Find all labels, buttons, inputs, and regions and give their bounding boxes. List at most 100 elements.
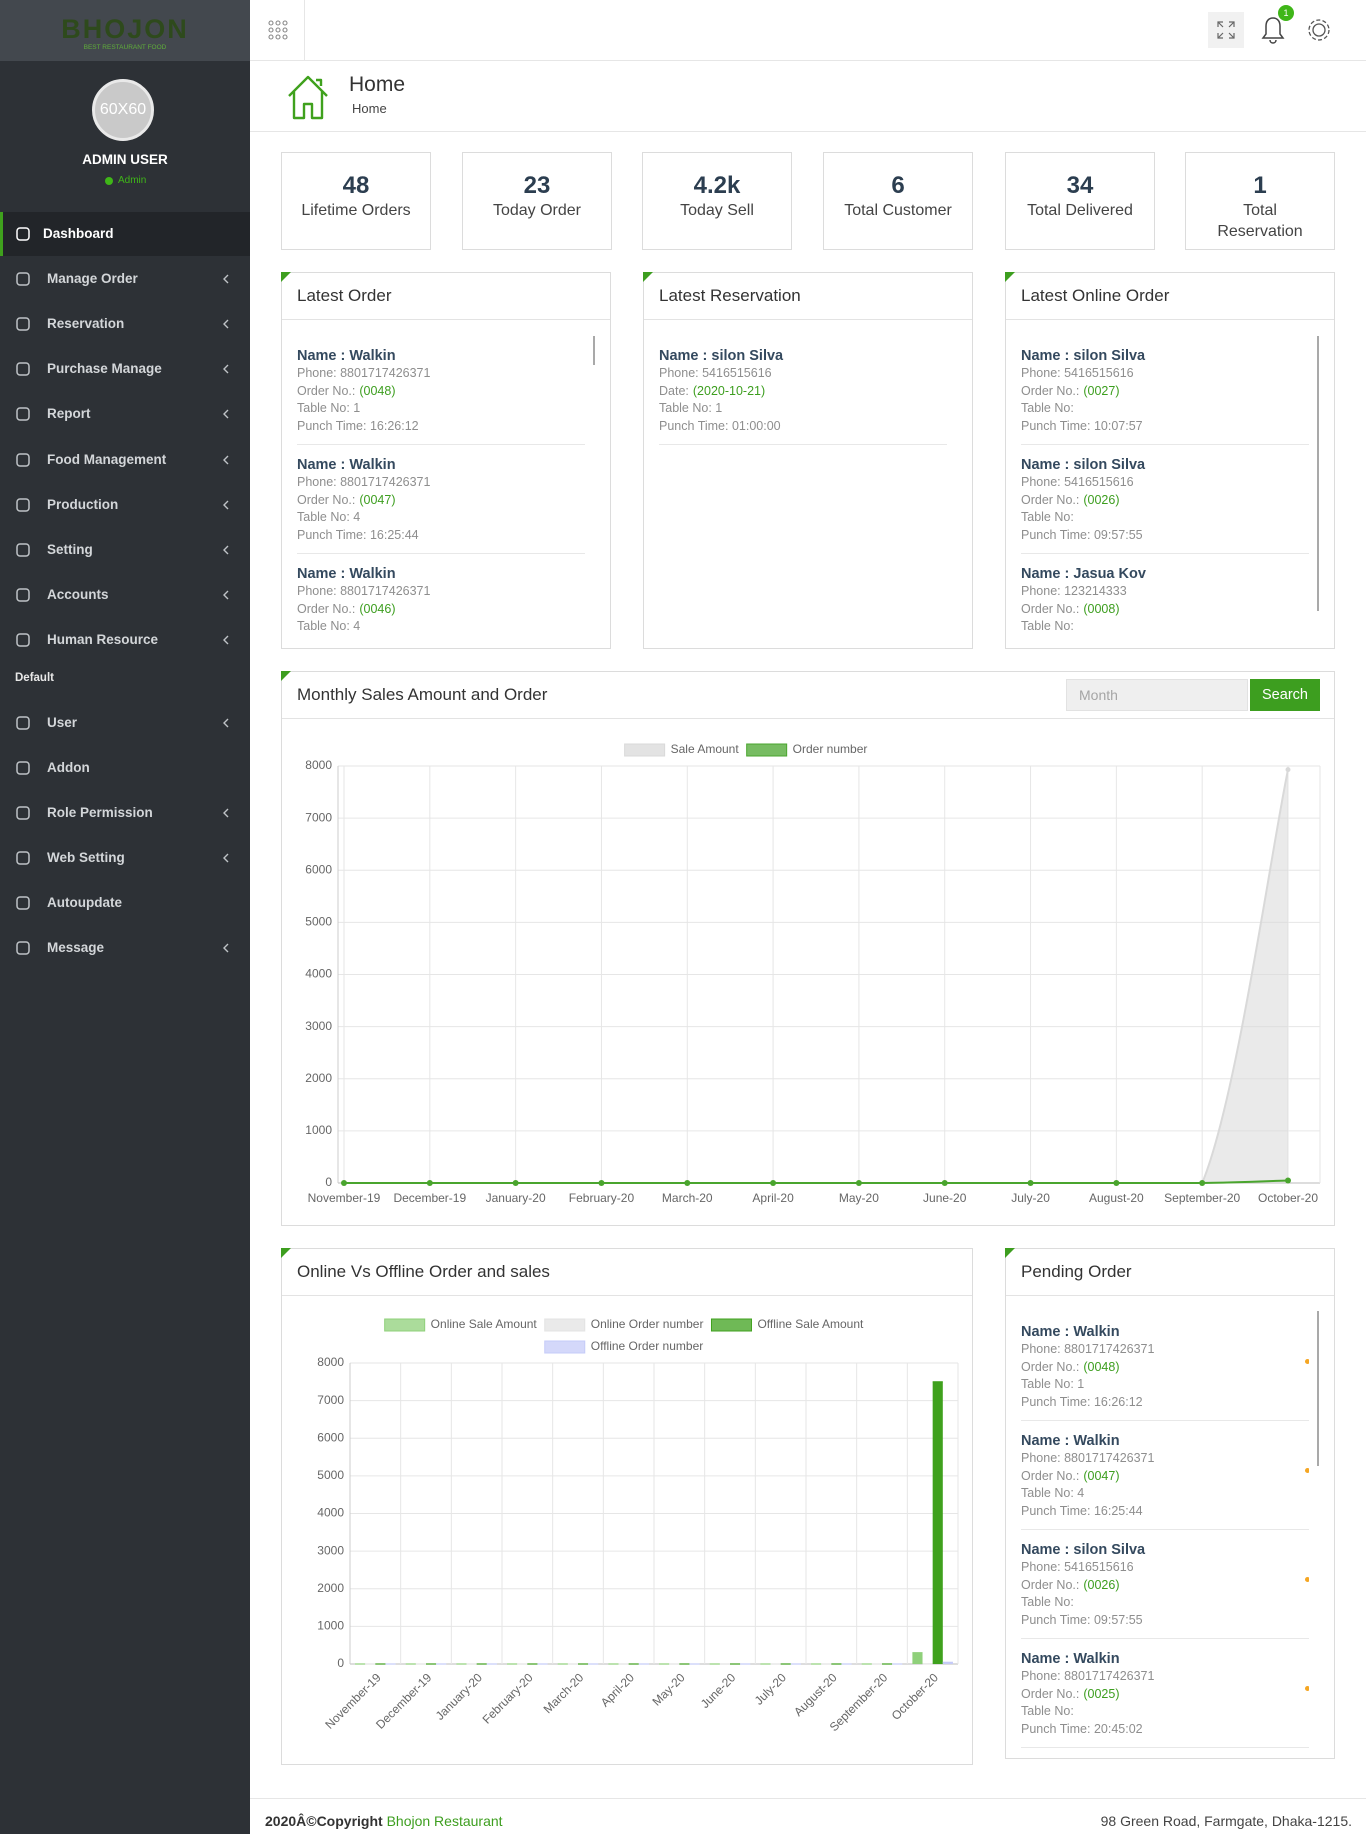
settings-icon[interactable]	[1305, 16, 1333, 44]
menu-item[interactable]: Message	[0, 926, 250, 970]
menu-item[interactable]: Reservation	[0, 302, 250, 346]
y-tick-label: 0	[337, 1656, 344, 1670]
data-point	[1027, 1180, 1034, 1186]
month-input[interactable]: Month	[1066, 679, 1248, 711]
data-point	[426, 1180, 433, 1186]
search-button[interactable]: Search	[1250, 679, 1320, 711]
order-detail: Phone: 8801717426371	[297, 583, 585, 601]
menu-item[interactable]: Food Management	[0, 438, 250, 482]
menu-icon	[16, 407, 30, 422]
footer-left: 2020Â©Copyright Bhojon Restaurant	[265, 1813, 503, 1829]
apps-icon[interactable]	[268, 20, 288, 40]
chevron-shape	[223, 409, 229, 419]
detail-value: (2020-10-21)	[692, 383, 766, 398]
avatar: 60X60	[92, 79, 154, 141]
order-item: Name : silon Silva Phone: 5416515616 Order…	[1021, 1541, 1309, 1639]
stat-card: 6 Total Customer	[823, 152, 973, 250]
series-line	[344, 1179, 1289, 1185]
menu-item[interactable]: Human Resource	[0, 618, 250, 662]
icon-shape	[16, 588, 30, 602]
order-detail: Phone: 5416515616	[1021, 365, 1309, 383]
fullscreen-icon[interactable]	[1208, 12, 1244, 48]
home-icon	[288, 75, 328, 120]
x-tick-label: July-20	[1011, 1191, 1050, 1205]
chevron-shape	[223, 319, 229, 329]
x-tick-label: February-20	[480, 1670, 536, 1726]
order-item: Name : silon Silva Phone: 5416515616 Order…	[1021, 456, 1309, 554]
order-name: Name : Walkin	[297, 348, 396, 364]
chevron	[223, 319, 229, 329]
order-name: Name : Walkin	[1021, 1651, 1120, 1667]
order-detail: Punch Time: 10:07:57	[1021, 418, 1309, 436]
menu-item[interactable]: User	[0, 701, 250, 745]
legend-item: Offline Order number	[544, 1339, 704, 1354]
detail-value: (0048)	[359, 383, 396, 398]
chevron	[223, 455, 229, 464]
stat-value: 23	[523, 172, 551, 199]
legend-item: Sale Amount	[624, 742, 739, 757]
detail-label: Phone: 5416515616	[1021, 1560, 1134, 1574]
data-point	[1113, 1180, 1120, 1186]
menu-item[interactable]: Purchase Manage	[0, 347, 250, 391]
legend-label: Offline Order number	[591, 1339, 704, 1353]
order-detail: Phone: 8801717426371	[1021, 1450, 1309, 1468]
breadcrumb[interactable]: Home	[352, 101, 387, 116]
order-item: Name : Walkin Phone: 8801717426371 Order N…	[1021, 1432, 1309, 1530]
order-list: Name : silon Silva Phone: 5416515616 Order…	[1021, 320, 1309, 647]
order-list: Name : silon Silva Phone: 5416515616 Date:…	[659, 320, 947, 647]
order-detail: Order No.: (0048)	[1021, 1359, 1309, 1377]
menu-item[interactable]: Web Setting	[0, 836, 250, 880]
legend-item: Order number	[746, 742, 867, 757]
menu-item[interactable]: Manage Order	[0, 257, 250, 301]
chevron	[223, 274, 229, 284]
x-tick-label: November-19	[308, 1191, 381, 1205]
company-link[interactable]: Bhojon Restaurant	[386, 1813, 503, 1829]
user-role: Admin	[118, 175, 147, 186]
menu-item[interactable]: Addon	[0, 746, 250, 790]
panel: Latest Reservation Name : silon Silva Phon…	[643, 272, 973, 649]
order-name: Name : Walkin	[1021, 1433, 1120, 1449]
order-detail: Order No.: (0048)	[297, 383, 585, 401]
menu-icon	[16, 452, 30, 467]
x-tick-label: October-20	[889, 1670, 942, 1723]
data-point	[341, 1180, 347, 1186]
detail-label: Table No: 1	[297, 401, 361, 415]
bar	[912, 1652, 923, 1664]
order-name: Name : Walkin	[297, 566, 396, 582]
stat-card: 4.2k Today Sell	[642, 152, 792, 250]
menu-item[interactable]: Setting	[0, 528, 250, 572]
icon-shape	[16, 407, 30, 422]
detail-value: (0025)	[1083, 1686, 1120, 1701]
data-point	[1199, 1180, 1206, 1186]
menu-item[interactable]: Role Permission	[0, 791, 250, 835]
data-point	[512, 1180, 519, 1186]
menu-item[interactable]: Report	[0, 392, 250, 436]
menu-section: Default	[15, 672, 54, 684]
legend-label: Offline Sale Amount	[757, 1317, 864, 1331]
panel: Latest Order Name : Walkin Phone: 88017174…	[281, 272, 611, 649]
menu-icon	[16, 272, 30, 286]
chevron	[223, 943, 229, 952]
stat-value: 6	[891, 172, 905, 199]
notification-icon[interactable]	[1258, 14, 1288, 46]
data-point	[770, 1180, 777, 1186]
scrollbar	[1317, 336, 1319, 611]
corner-mark	[281, 272, 291, 282]
pending-dot	[1305, 1686, 1309, 1691]
menu-icon	[16, 588, 30, 602]
detail-value: (0047)	[1083, 1468, 1120, 1483]
detail-label: Order No.:	[1021, 1359, 1080, 1374]
icon-shape	[16, 895, 30, 910]
menu-item[interactable]: Autoupdate	[0, 881, 250, 925]
page-title: Home	[349, 73, 406, 96]
menu-label: Reservation	[47, 316, 125, 332]
logo-area[interactable]: BHOJON BEST RESTAURANT FOOD	[0, 0, 250, 61]
menu-item[interactable]: Production	[0, 483, 250, 527]
order-detail: Punch Time: 16:26:12	[297, 418, 585, 436]
chevron-shape	[223, 274, 229, 284]
y-tick-label: 5000	[305, 915, 332, 929]
y-tick-label: 1000	[317, 1619, 344, 1633]
chart: Sale Amount Order number 0 1000 2000 3000 4000…	[305, 742, 1321, 1205]
menu-item[interactable]: Accounts	[0, 573, 250, 617]
menu-item[interactable]: Dashboard	[0, 212, 250, 256]
